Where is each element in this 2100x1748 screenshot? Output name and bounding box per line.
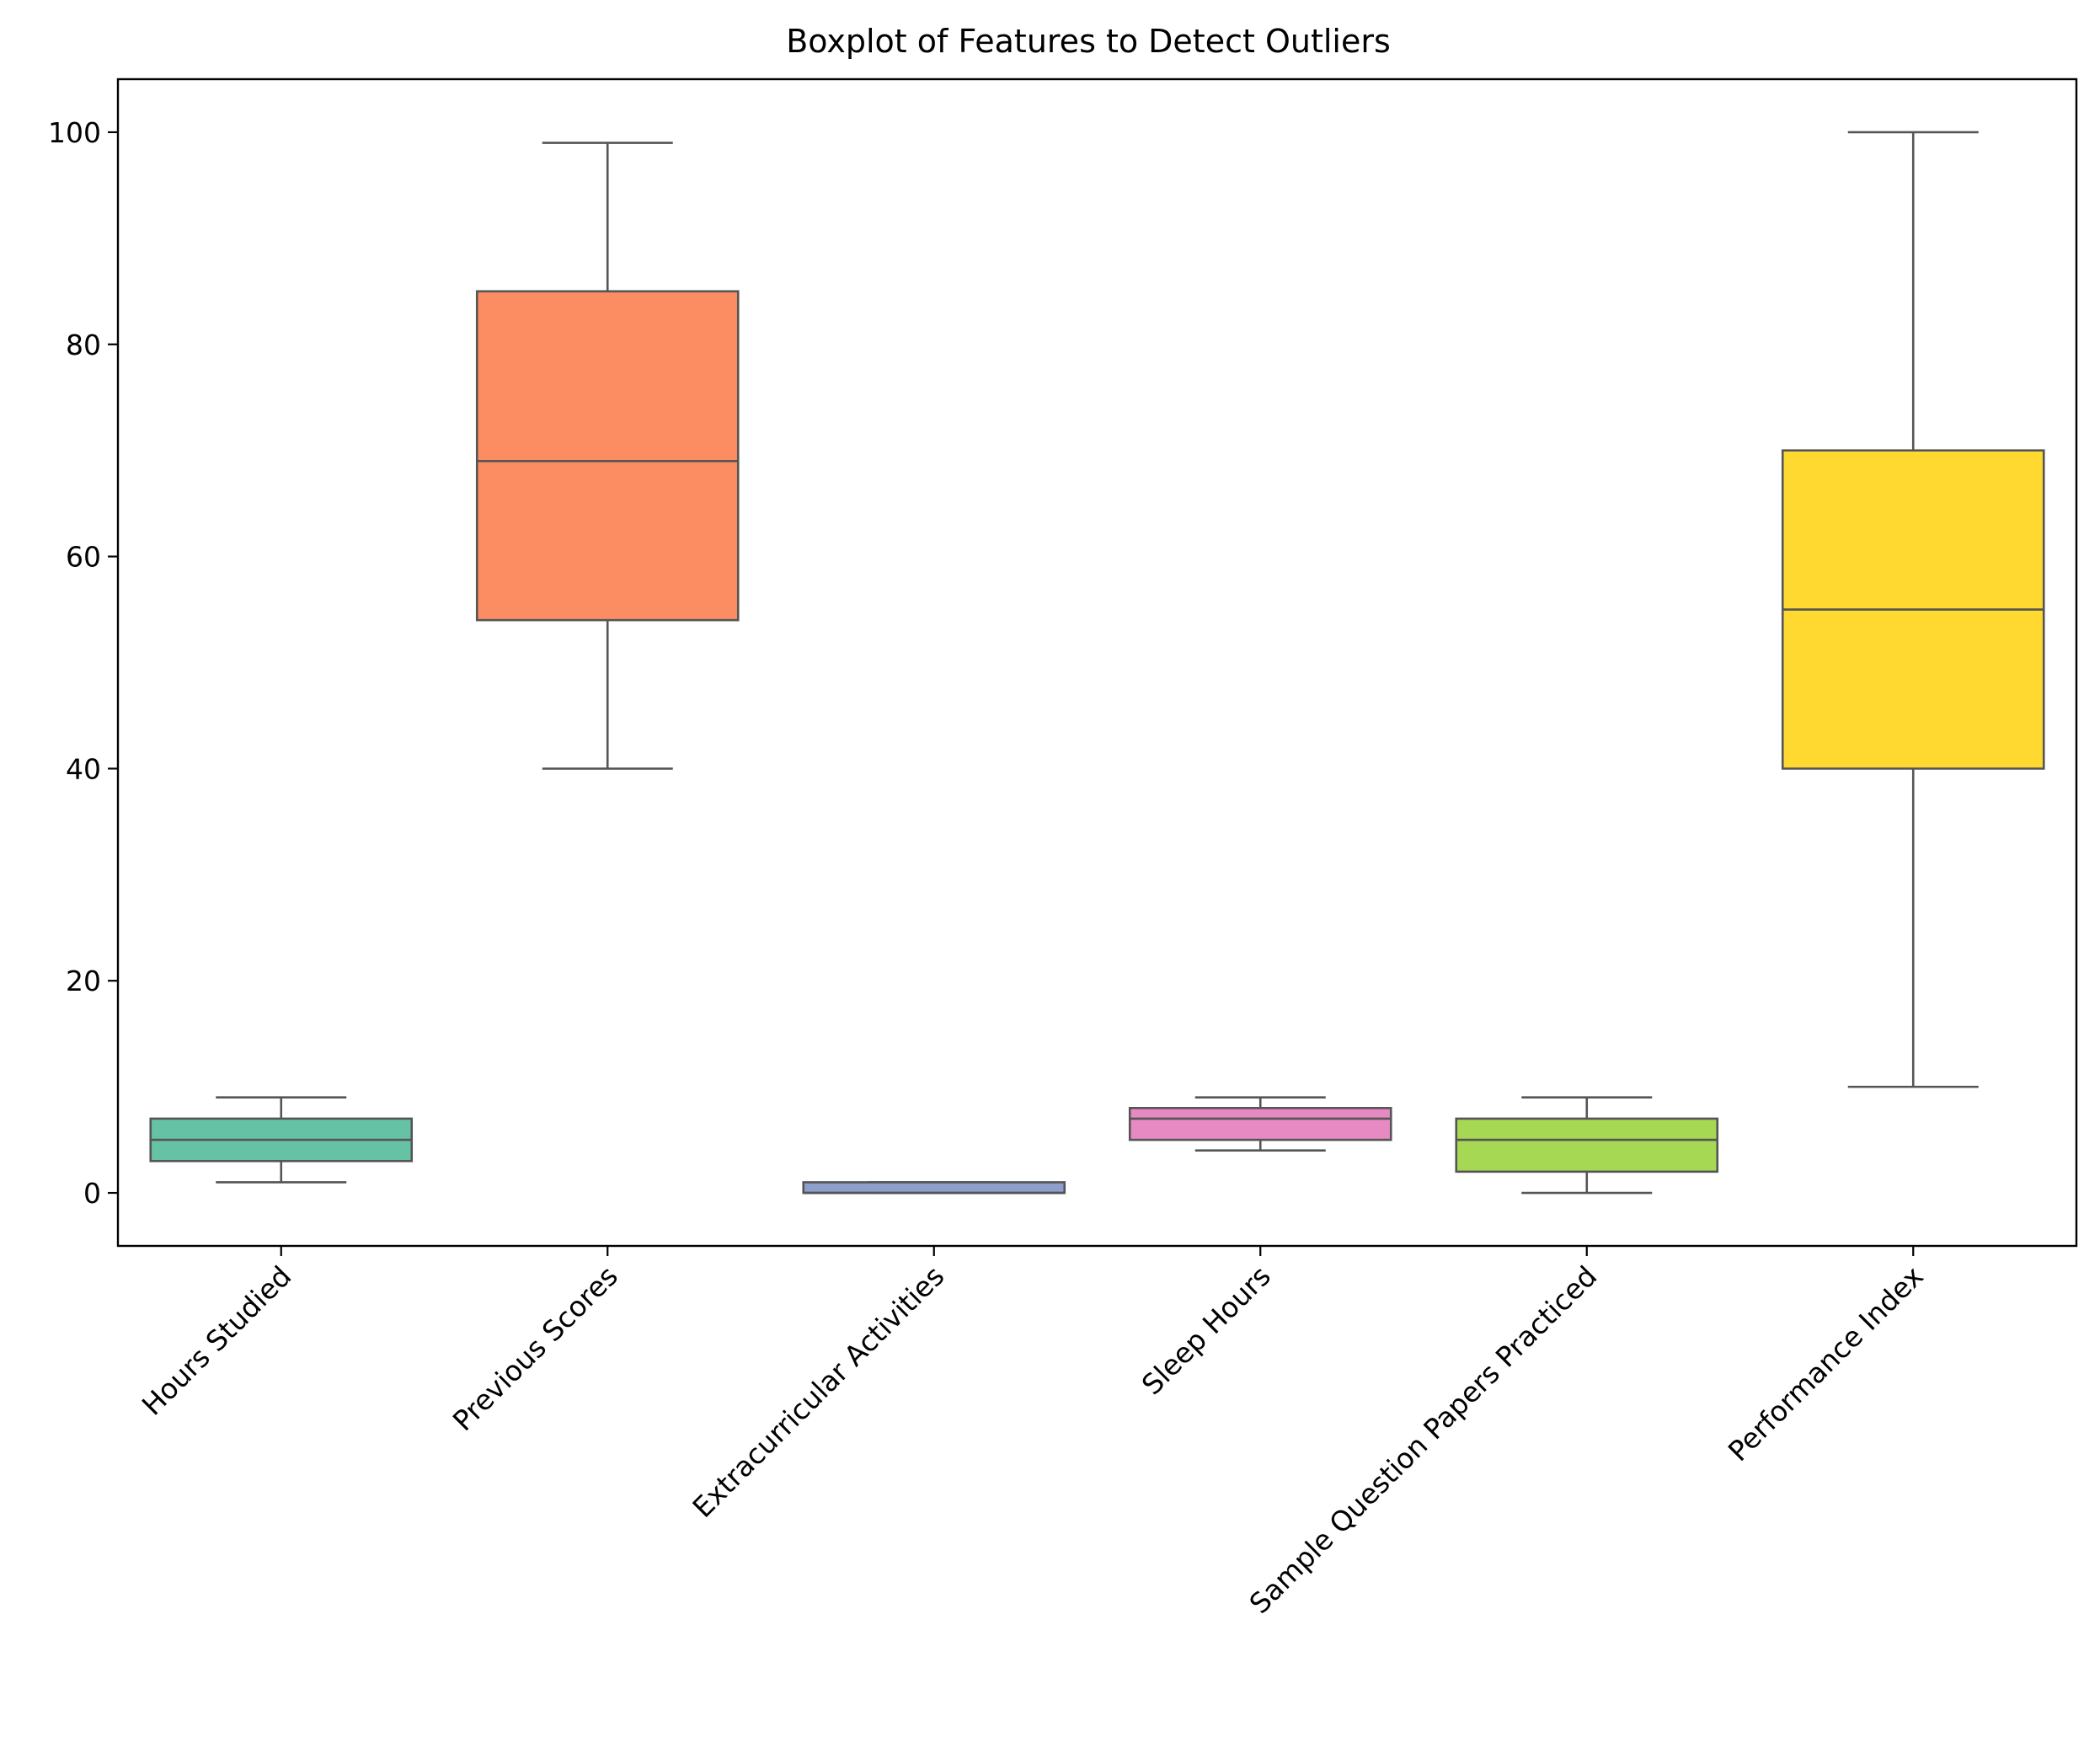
x-tick-label: Extracurricular Activities [686,1259,950,1524]
x-tick-label: Previous Scores [446,1259,624,1437]
y-tick-label: 60 [66,541,101,574]
y-tick-label: 100 [48,116,101,149]
x-tick-label: Sleep Hours [1135,1259,1277,1401]
y-tick-label: 20 [66,965,101,997]
y-tick-label: 0 [83,1177,101,1210]
plot-area: 0 20 40 60 80 100 Hours Studied Previous Scores… [48,116,2045,1620]
x-tick-label: Sample Question Papers Practiced [1242,1259,1603,1620]
box-sleep-hours [1128,1107,1392,1141]
x-tick-label: Performance Index [1722,1259,1930,1467]
x-tick-label: Hours Studied [136,1259,298,1422]
y-tick-label: 40 [66,752,101,785]
plot-frame [116,78,2078,1248]
chart-title: Boxplot of Features to Detect Outliers [786,23,1391,60]
box-previous-scores [475,290,740,622]
box-extracurricular-activities [802,1181,1066,1195]
box-sample-question-papers-practiced [1455,1117,1719,1173]
y-tick-label: 80 [66,329,101,361]
